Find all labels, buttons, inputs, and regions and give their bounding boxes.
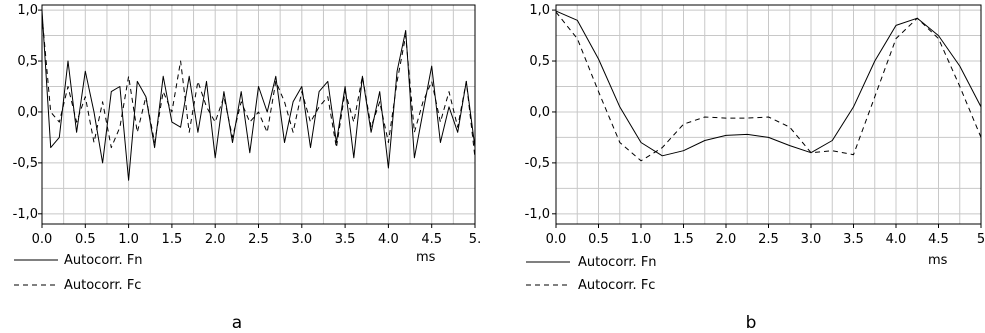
- x-tick-label-b: 4.5: [928, 232, 949, 247]
- legend-b: Autocorr. Fn Autocorr. Fc: [526, 255, 657, 293]
- x-tick-label-a: 1.5: [162, 232, 183, 247]
- x-tick-label-b: 0.0: [546, 232, 567, 247]
- y-tick-label-b: 0,5: [529, 54, 550, 69]
- series-line-fn-b: [555, 10, 982, 157]
- x-tick-label-a: 0.5: [75, 232, 96, 247]
- chart-panel-b: b ms Autocorr. Fn Autocorr. Fc 1,0 0,5 0,0…: [525, 3, 985, 333]
- x-tick-label-b: 3.5: [843, 232, 864, 247]
- x-tick-label-a: 2.5: [248, 232, 269, 247]
- x-tick-label-a: 4.5: [421, 232, 442, 247]
- x-tick-label-b: 1.0: [631, 232, 652, 247]
- x-tick-label-b: 2.0: [716, 232, 737, 247]
- x-unit-label-b: ms: [928, 253, 948, 268]
- panel-label-a: a: [232, 313, 242, 333]
- legend-label-fn-b: Autocorr. Fn: [578, 255, 657, 270]
- series-line-fc-b: [555, 11, 982, 162]
- x-tick-label-a: 3.5: [335, 232, 356, 247]
- legend-label-fc-a: Autocorr. Fc: [64, 278, 141, 293]
- legend-label-fn-a: Autocorr. Fn: [64, 253, 143, 268]
- x-tick-label-b: 2.5: [758, 232, 779, 247]
- panel-label-b: b: [746, 313, 757, 333]
- x-tick-label-a: 3.0: [291, 232, 312, 247]
- y-tick-label-b: 0,0: [529, 105, 550, 120]
- series-line-fn-a: [41, 10, 476, 181]
- x-tick-label-b: 1.5: [673, 232, 694, 247]
- x-tick-label-b: 0.5: [588, 232, 609, 247]
- x-tick-label-a: 2.0: [205, 232, 226, 247]
- y-tick-label-a: 0,5: [17, 54, 38, 69]
- x-tick-label-b: 3.0: [801, 232, 822, 247]
- y-tick-label-a: 1,0: [17, 3, 38, 18]
- x-tick-label-a: 0.0: [32, 232, 53, 247]
- x-unit-label-a: ms: [416, 250, 436, 265]
- y-tick-label-a: 0,0: [17, 105, 38, 120]
- legend-label-fc-b: Autocorr. Fc: [578, 278, 655, 293]
- y-tick-label-b: 1,0: [529, 3, 550, 18]
- y-tick-label-a: -1,0: [13, 207, 38, 222]
- chart-panel-a: a ms Autocorr. Fn Autocorr. Fc 1,0 0,5 0,0…: [13, 3, 482, 333]
- x-tick-label-b: 4.0: [886, 232, 907, 247]
- series-line-fc-a: [41, 15, 476, 158]
- y-tick-label-b: -1,0: [525, 207, 550, 222]
- y-tick-label-b: -0,5: [525, 156, 550, 171]
- x-tick-label-a: 1.0: [118, 232, 139, 247]
- x-tick-label-a: 5.: [469, 232, 481, 247]
- x-tick-label-a: 4.0: [378, 232, 399, 247]
- y-tick-label-a: -0,5: [13, 156, 38, 171]
- legend-a: Autocorr. Fn Autocorr. Fc: [14, 253, 143, 293]
- x-tick-label-b: 5: [977, 232, 985, 247]
